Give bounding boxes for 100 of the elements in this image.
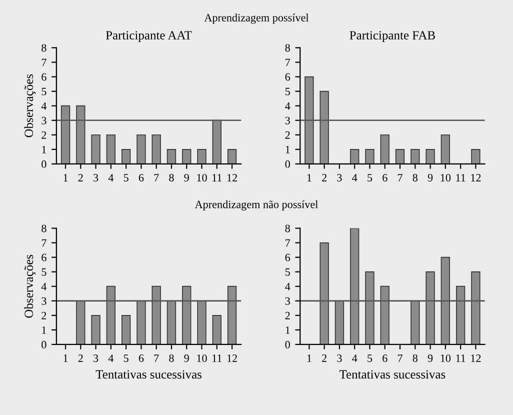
y-axis-title: Observações [24,254,36,318]
bar [456,286,466,344]
y-tick-label: 3 [42,116,46,124]
x-tick-label: 12 [471,174,481,182]
x-tick-label: 6 [138,354,144,362]
bar [91,134,100,164]
x-tick-label: 6 [138,174,144,182]
bar [60,105,70,164]
bar [350,148,360,164]
y-tick-label: 0 [285,160,290,168]
x-tick-label: 11 [212,174,222,182]
y-tick-label: 8 [42,224,46,232]
y-tick-label: 8 [285,224,290,232]
x-tick-label: 2 [322,174,326,182]
y-tick-label: 8 [285,44,290,52]
y-tick-label: 3 [42,297,46,305]
y-tick-label: 2 [285,131,290,139]
x-tick-label: 1 [307,354,312,362]
bar [440,256,450,344]
x-tick-label: 9 [428,354,433,362]
y-tick-label: 8 [42,44,46,52]
x-tick-label: 8 [412,354,418,362]
chart-title: Participante AAT [106,31,192,42]
x-tick-label: 6 [382,354,388,362]
bar [121,148,131,164]
x-tick-label: 7 [398,354,402,362]
x-tick-label: 2 [78,174,83,182]
x-tick-label: 7 [398,174,402,182]
bar [212,314,222,344]
bar [410,300,420,344]
bar [106,134,116,164]
x-tick-label: 3 [94,354,98,362]
bar [76,105,86,164]
x-tick-label: 12 [471,354,481,362]
chart-title: Participante FAB [350,31,435,42]
bar [212,120,222,164]
x-tick-label: 2 [322,354,326,362]
x-tick-label: 3 [337,174,342,182]
x-tick-label: 7 [154,354,159,362]
y-tick-label: 4 [41,282,47,290]
x-tick-label: 5 [368,174,372,182]
x-tick-label: 11 [212,354,222,362]
y-axis-title: Observações [24,74,36,138]
x-tick-label: 4 [108,174,114,182]
y-tick-label: 4 [285,282,290,290]
x-tick-label: 10 [197,174,207,182]
text: Aprendizagem possível [204,14,309,24]
bar [350,228,360,344]
y-tick-label: 6 [285,254,290,262]
x-tick-label: 4 [352,174,358,182]
y-tick-label: 0 [42,160,46,168]
bar [410,148,420,164]
y-tick-label: 5 [42,88,46,96]
text: Aprendizagem não possível [194,200,318,210]
y-tick-label: 2 [42,131,46,139]
bar [227,286,237,344]
bar [426,148,435,164]
bar [471,271,480,344]
y-tick-label: 6 [42,73,46,81]
bar [365,148,374,164]
bar [121,314,131,344]
y-tick-label: 7 [42,58,46,66]
y-tick-label: 0 [285,340,290,348]
y-tick-label: 2 [42,312,46,320]
bar [320,242,329,344]
bar [426,271,435,344]
x-tick-label: 7 [154,174,159,182]
x-tick-label: 4 [352,354,358,362]
x-tick-label: 9 [428,174,433,182]
bar [136,300,146,344]
bar [380,286,390,344]
bar [182,148,192,164]
bar [440,134,450,164]
x-axis-title: Tentativas sucessivas [96,370,202,379]
x-tick-label: 5 [124,174,128,182]
bar [197,300,206,344]
y-tick-label: 4 [285,102,290,110]
bar [320,90,329,164]
y-tick-label: 1 [286,326,290,334]
bar [136,134,146,164]
y-tick-label: 5 [285,88,290,96]
x-tick-label: 12 [227,354,237,362]
y-tick-label: 7 [286,239,290,247]
x-tick-label: 8 [169,174,174,182]
bar [182,286,192,344]
bar [227,148,237,164]
bar [166,148,176,164]
x-tick-label: 4 [108,354,114,362]
x-tick-label: 5 [124,354,128,362]
bar [76,300,86,344]
y-tick-label: 5 [42,268,46,276]
y-tick-label: 1 [42,326,46,334]
bar [197,148,206,164]
y-tick-label: 7 [286,58,290,66]
bar [334,300,344,344]
x-tick-label: 10 [197,354,207,362]
x-tick-label: 2 [78,354,83,362]
bar [471,148,480,164]
y-tick-label: 5 [285,268,290,276]
y-tick-label: 1 [42,146,46,154]
